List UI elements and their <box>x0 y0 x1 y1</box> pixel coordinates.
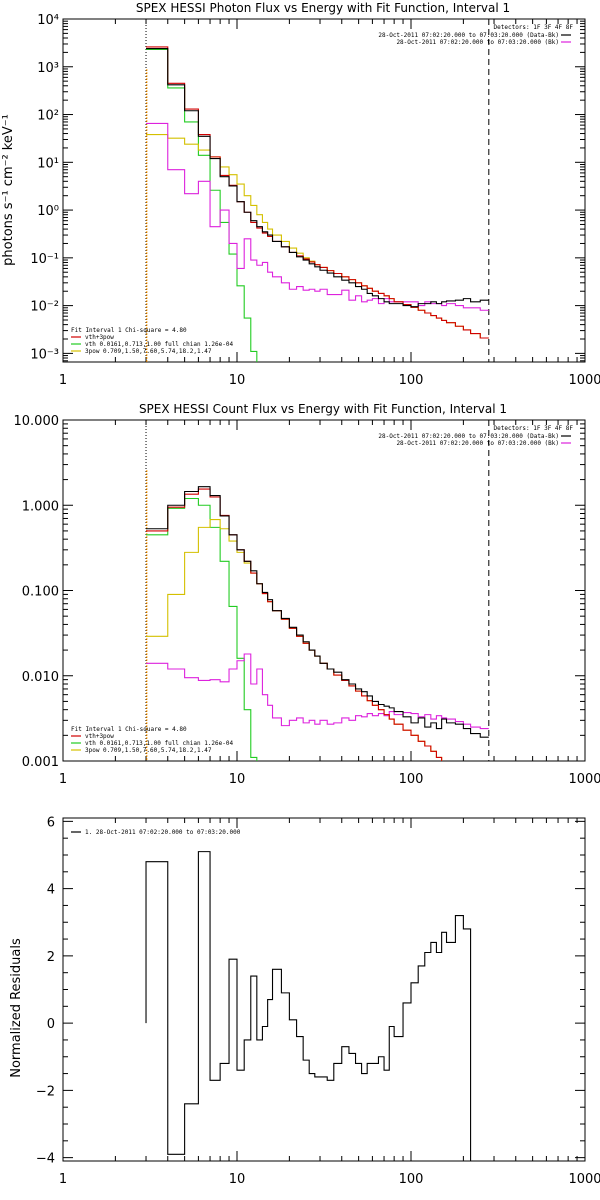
photon-flux-panel: SPEX HESSI Photon Flux vs Energy with Fi… <box>1 1 600 388</box>
y-tick-label: 10⁻³ <box>30 347 59 362</box>
y-tick-label: 0.100 <box>22 585 59 600</box>
fit-interval-header: Fit Interval 1 Chi-square = 4.80 <box>71 726 187 733</box>
count-flux-panel: SPEX HESSI Count Flux vs Energy with Fit… <box>14 402 600 787</box>
y-tick-label: 10⁴ <box>37 13 59 28</box>
detectors-legend-title: Detectors: 1F 3F 4F 8F <box>494 425 574 432</box>
y-tick-label: 10.000 <box>14 414 60 429</box>
y-tick-label: 0.010 <box>22 670 59 685</box>
y-tick-label: 10³ <box>37 61 59 76</box>
legend-entry-total: vth+3pow <box>85 334 114 341</box>
legend-entry-3pow: 3pow 0.709,1.50,7.60,5.74,18.2,1.47 <box>85 348 212 355</box>
legend-entry-data: 28-Oct-2011 07:02:20.000 to 07:03:20.000… <box>378 433 559 440</box>
photon-flux-title: SPEX HESSI Photon Flux vs Energy with Fi… <box>136 1 510 15</box>
x-tick-label: 10 <box>229 1172 246 1187</box>
y-tick-label: 10⁻¹ <box>30 252 59 267</box>
x-tick-label: 1 <box>59 1172 67 1187</box>
x-tick-label: 1 <box>59 772 67 787</box>
y-tick-label: 2 <box>47 950 55 965</box>
legend-entry-vth: vth 0.0161,0.713,1.00 full chian 1.26e-0… <box>85 740 233 747</box>
residuals-ylabel: Normalized Residuals <box>9 938 24 1078</box>
x-tick-label: 1000 <box>568 772 600 787</box>
x-tick-label: 1000 <box>568 373 600 388</box>
x-tick-label: 100 <box>399 772 424 787</box>
y-tick-label: 4 <box>47 883 55 898</box>
series-3pow-line <box>146 134 489 339</box>
legend-entry-vth: vth 0.0161,0.713,1.00 full chian 1.26e-0… <box>85 341 233 348</box>
y-tick-label: −2 <box>36 1084 55 1099</box>
legend-entry-total: vth+3pow <box>85 733 114 740</box>
series-data-line <box>146 48 489 308</box>
series-bk-line <box>146 653 489 730</box>
x-tick-label: 100 <box>399 1172 424 1187</box>
residuals-legend: 1. 28-Oct-2011 07:02:20.000 to 07:03:20.… <box>85 829 241 836</box>
series-vth-line <box>146 497 258 761</box>
x-tick-label: 1000 <box>568 1172 600 1187</box>
series-bk-line <box>146 122 489 311</box>
y-tick-label: 10⁰ <box>37 204 59 219</box>
legend-entry-bk: 28-Oct-2011 07:02:20.000 to 07:03:20.000… <box>396 440 559 447</box>
series-data-line <box>146 486 489 738</box>
legend-entry-data: 28-Oct-2011 07:02:20.000 to 07:03:20.000… <box>378 32 559 39</box>
count-flux-title: SPEX HESSI Count Flux vs Energy with Fit… <box>139 402 507 416</box>
series-data-line <box>145 851 481 1161</box>
y-tick-label: 10² <box>37 109 59 124</box>
y-tick-label: 0 <box>47 1017 55 1032</box>
detectors-legend-title: Detectors: 1F 3F 4F 8F <box>494 24 574 31</box>
y-tick-label: 10⁻² <box>30 300 59 315</box>
x-tick-label: 10 <box>229 373 246 388</box>
residuals-frame <box>62 817 586 1162</box>
y-tick-label: 6 <box>47 815 55 830</box>
y-tick-label: 1.000 <box>22 499 59 514</box>
y-tick-label: 10¹ <box>37 156 59 171</box>
series-total-line <box>146 46 489 339</box>
y-tick-label: −4 <box>36 1152 55 1167</box>
legend-entry-bk: 28-Oct-2011 07:02:20.000 to 07:03:20.000… <box>396 39 559 46</box>
residuals-panel: Normalized Residuals 1 10 100 1000 −4 −2 0 2 4 6 1… <box>9 815 600 1187</box>
x-tick-label: 100 <box>399 373 424 388</box>
x-tick-label: 1 <box>59 373 67 388</box>
y-tick-label: 0.001 <box>22 755 59 770</box>
series-vth-line <box>146 48 258 362</box>
photon-flux-frame <box>62 18 586 363</box>
fit-interval-header: Fit Interval 1 Chi-square = 4.80 <box>71 327 187 334</box>
legend-entry-3pow: 3pow 0.709,1.50,7.60,5.74,18.2,1.47 <box>85 747 212 754</box>
photon-flux-ylabel: photons s⁻¹ cm⁻² keV⁻¹ <box>1 114 16 266</box>
count-flux-frame <box>62 419 586 762</box>
x-tick-label: 10 <box>229 772 246 787</box>
